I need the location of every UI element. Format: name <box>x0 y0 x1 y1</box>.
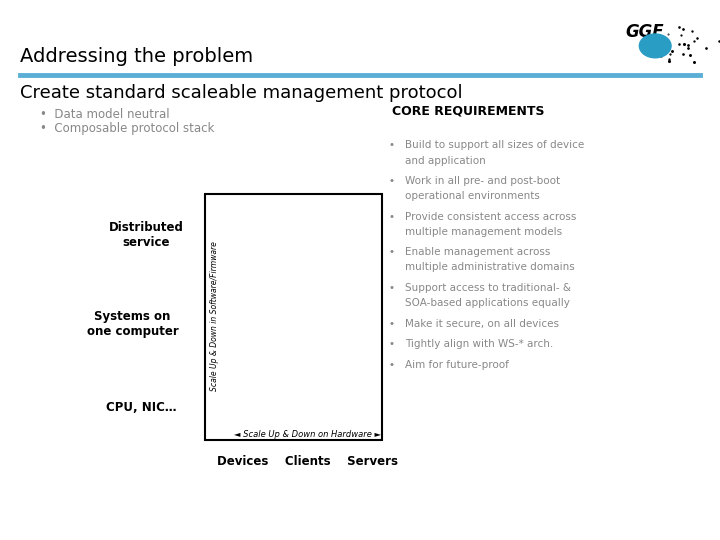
Text: ◄ Scale Up & Down on Hardware ►: ◄ Scale Up & Down on Hardware ► <box>234 430 382 439</box>
Text: •: • <box>389 140 395 151</box>
Text: multiple administrative domains: multiple administrative domains <box>405 262 575 273</box>
Text: •  Data model neutral: • Data model neutral <box>40 108 169 121</box>
Text: multiple management models: multiple management models <box>405 227 562 237</box>
Text: Enable management across: Enable management across <box>405 247 551 258</box>
Text: Make it secure, on all devices: Make it secure, on all devices <box>405 319 559 329</box>
Text: •: • <box>389 319 395 329</box>
Text: Aim for future-proof: Aim for future-proof <box>405 360 509 370</box>
Text: Tightly align with WS-* arch.: Tightly align with WS-* arch. <box>405 339 554 349</box>
Circle shape <box>639 34 671 58</box>
Text: CORE REQUIREMENTS: CORE REQUIREMENTS <box>392 104 545 117</box>
Text: SOA-based applications equally: SOA-based applications equally <box>405 298 570 308</box>
Text: Devices    Clients    Servers: Devices Clients Servers <box>217 455 398 468</box>
Text: •: • <box>389 176 395 186</box>
Text: Addressing the problem: Addressing the problem <box>20 47 253 66</box>
Text: •: • <box>389 212 395 222</box>
Text: Distributed
service: Distributed service <box>109 221 184 249</box>
Bar <box>205 194 382 440</box>
Text: Systems on
one computer: Systems on one computer <box>87 310 179 338</box>
Text: Create standard scaleable management protocol: Create standard scaleable management pro… <box>20 84 463 102</box>
Text: operational environments: operational environments <box>405 191 540 201</box>
Text: CPU, NIC…: CPU, NIC… <box>106 401 176 414</box>
Text: Work in all pre- and post-boot: Work in all pre- and post-boot <box>405 176 560 186</box>
Text: Support access to traditional- &: Support access to traditional- & <box>405 283 572 293</box>
Text: •: • <box>389 247 395 258</box>
Text: •: • <box>389 339 395 349</box>
Text: Provide consistent access across: Provide consistent access across <box>405 212 577 222</box>
Text: •: • <box>389 360 395 370</box>
Text: •: • <box>389 283 395 293</box>
Text: •  Composable protocol stack: • Composable protocol stack <box>40 122 214 135</box>
Text: GGF: GGF <box>625 23 664 42</box>
Text: Scale Up & Down in Software/Firmware: Scale Up & Down in Software/Firmware <box>210 241 219 391</box>
Text: and application: and application <box>405 156 486 166</box>
Text: Build to support all sizes of device: Build to support all sizes of device <box>405 140 585 151</box>
